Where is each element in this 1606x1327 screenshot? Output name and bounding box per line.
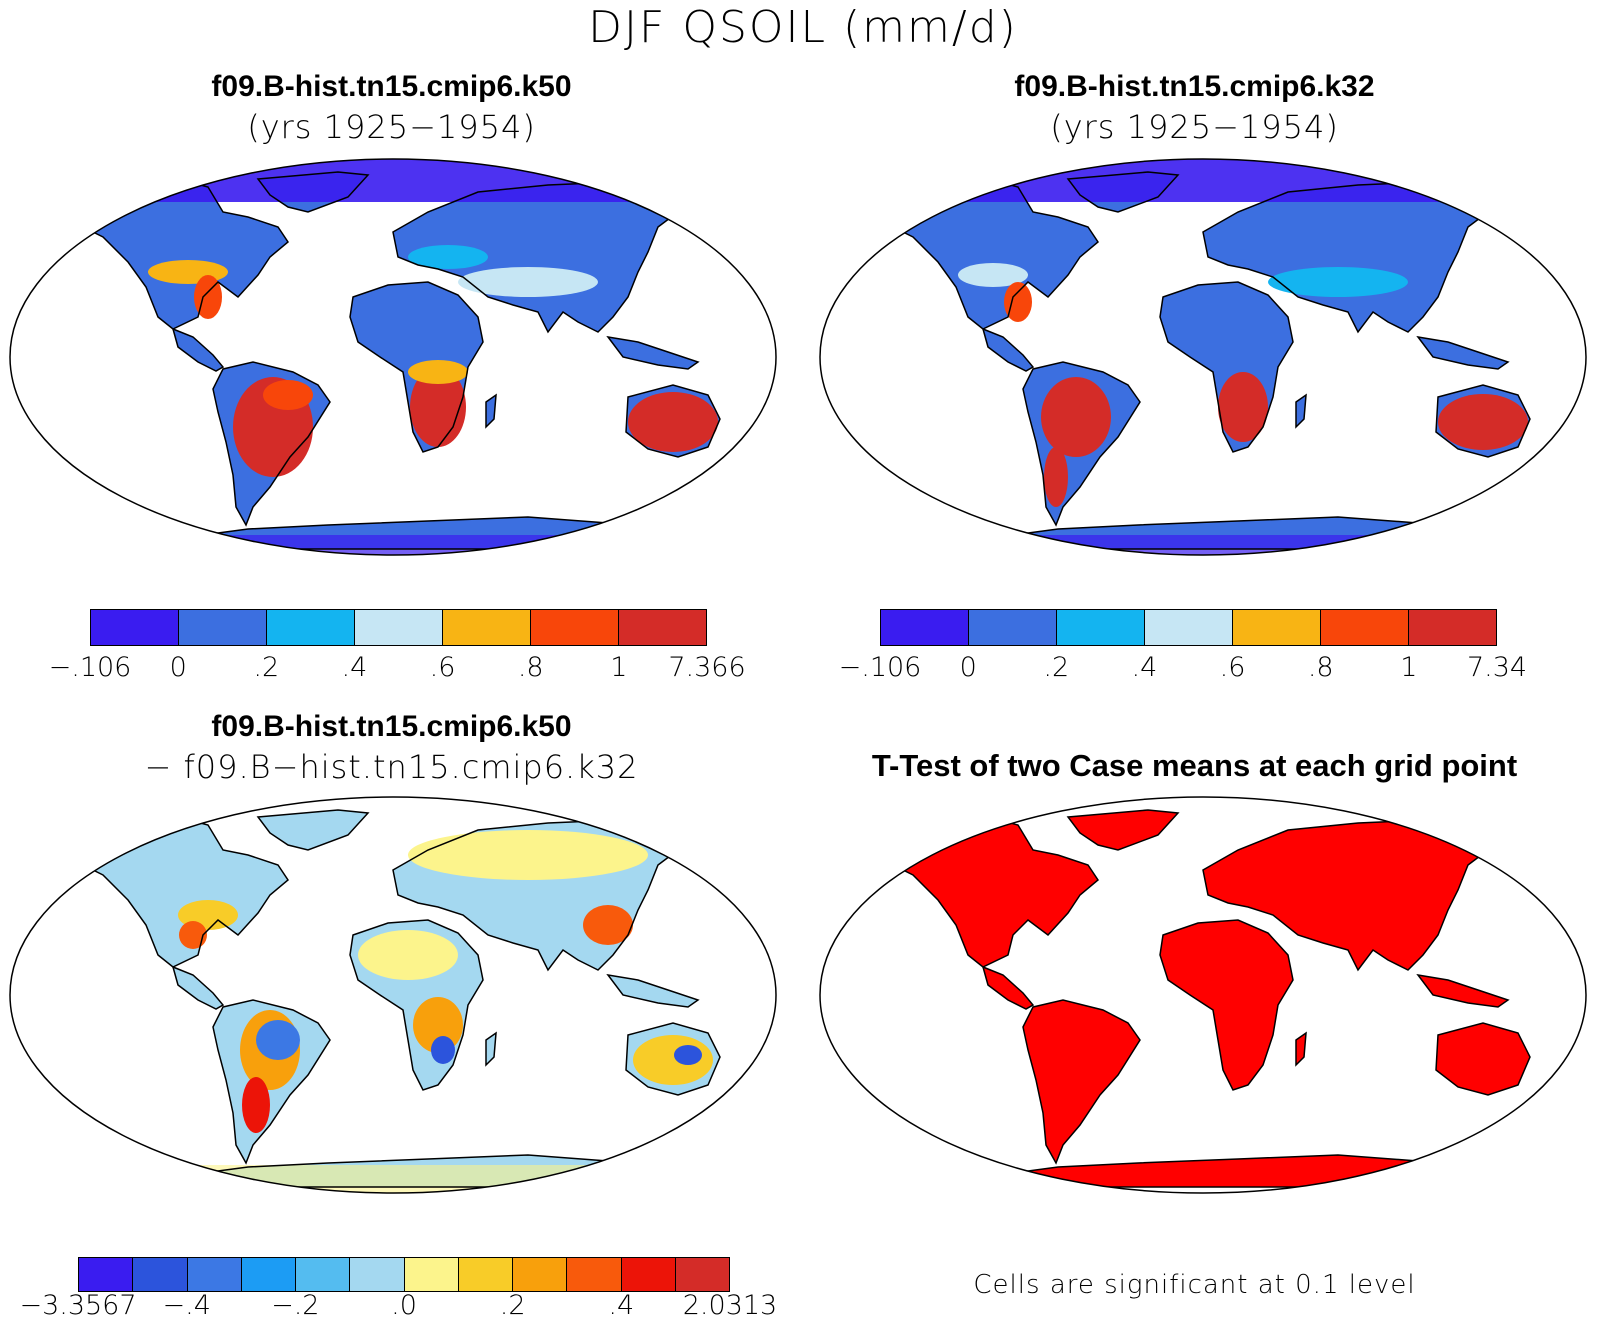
colorbar-label: .4 [341, 652, 368, 683]
colorbar-label: −.106 [838, 652, 922, 683]
colorbar-cell [296, 1258, 351, 1291]
colorbar-label: .2 [499, 1290, 526, 1321]
colorbar-label: .8 [517, 652, 544, 683]
colorbar-label: −.4 [162, 1290, 211, 1321]
colorbar-label: 1 [610, 652, 628, 683]
colorbar-label: 2.0313 [682, 1290, 778, 1321]
panel-title-top-right: f09.B-hist.tn15.cmip6.k32 [1014, 70, 1375, 103]
colorbar-cell [1057, 610, 1145, 645]
colorbar-label: .4 [608, 1290, 635, 1321]
colorbar-label: −3.3567 [19, 1290, 137, 1321]
colorbar-label: 7.34 [1466, 652, 1528, 683]
colorbar-cell [179, 610, 267, 645]
colorbar-cell [621, 1258, 676, 1291]
colorbar-cell [458, 1258, 513, 1291]
colorbar-cell [1145, 610, 1233, 645]
map-bottom-left [8, 795, 778, 1195]
panel-title-bottom-right: T-Test of two Case means at each grid po… [871, 748, 1518, 783]
colorbar-bottom-left [78, 1257, 730, 1292]
colorbar-label: −.106 [48, 652, 132, 683]
colorbar-label: .6 [429, 652, 456, 683]
colorbar-cell [567, 1258, 622, 1291]
colorbar-cell [241, 1258, 296, 1291]
colorbar-label: .2 [253, 652, 280, 683]
colorbar-cell [513, 1258, 568, 1291]
significance-note: Cells are significant at 0.1 level [973, 1270, 1416, 1300]
colorbar-cell [404, 1258, 459, 1291]
colorbar-label: 1 [1400, 652, 1418, 683]
colorbar-cell [1409, 610, 1496, 645]
colorbar-cell [443, 610, 531, 645]
colorbar-top-left [90, 609, 707, 646]
panel-subtitle-top-left: (yrs 1925−1954) [247, 108, 536, 146]
panel-title-bottom-left: f09.B-hist.tn15.cmip6.k50 [211, 710, 572, 743]
colorbar-cell [91, 610, 179, 645]
colorbar-cell [675, 1258, 729, 1291]
colorbar-label: .8 [1307, 652, 1334, 683]
map-top-right [818, 157, 1588, 557]
arctic-band [68, 159, 718, 202]
colorbar-label: 7.366 [668, 652, 746, 683]
colorbar-top-right [880, 609, 1497, 646]
colorbar-labels-bottom-left: −3.3567 −.4 −.2 .0 .2 .4 2.0313 [19, 1290, 777, 1324]
colorbar-cell [355, 610, 443, 645]
colorbar-cell [531, 610, 619, 645]
colorbar-label: 0 [169, 652, 187, 683]
colorbar-labels-top-right: −.106 0 .2 .4 .6 .8 1 7.34 [839, 652, 1527, 686]
colorbar-cell [1233, 610, 1321, 645]
colorbar-label: .2 [1043, 652, 1070, 683]
colorbar-cell [79, 1258, 134, 1291]
colorbar-cell [969, 610, 1057, 645]
colorbar-cell [1321, 610, 1409, 645]
panel-title-top-left: f09.B-hist.tn15.cmip6.k50 [211, 70, 572, 103]
panel-subtitle-top-right: (yrs 1925−1954) [1050, 108, 1339, 146]
panel-subtitle-bottom-left: − f09.B−hist.tn15.cmip6.k32 [144, 748, 639, 786]
colorbar-label: .4 [1131, 652, 1158, 683]
colorbar-cell [133, 1258, 188, 1291]
figure-title: DJF QSOIL (mm/d) [588, 2, 1018, 53]
map-top-left [8, 157, 778, 557]
colorbar-cell [187, 1258, 242, 1291]
colorbar-label: .6 [1219, 652, 1246, 683]
colorbar-cell [881, 610, 969, 645]
colorbar-cell [267, 610, 355, 645]
colorbar-label: −.2 [271, 1290, 320, 1321]
map-bottom-right [818, 795, 1588, 1195]
colorbar-label: 0 [959, 652, 977, 683]
colorbar-labels-top-left: −.106 0 .2 .4 .6 .8 1 7.366 [49, 652, 746, 686]
colorbar-cell [350, 1258, 405, 1291]
colorbar-label: .0 [391, 1290, 417, 1321]
colorbar-cell [619, 610, 706, 645]
